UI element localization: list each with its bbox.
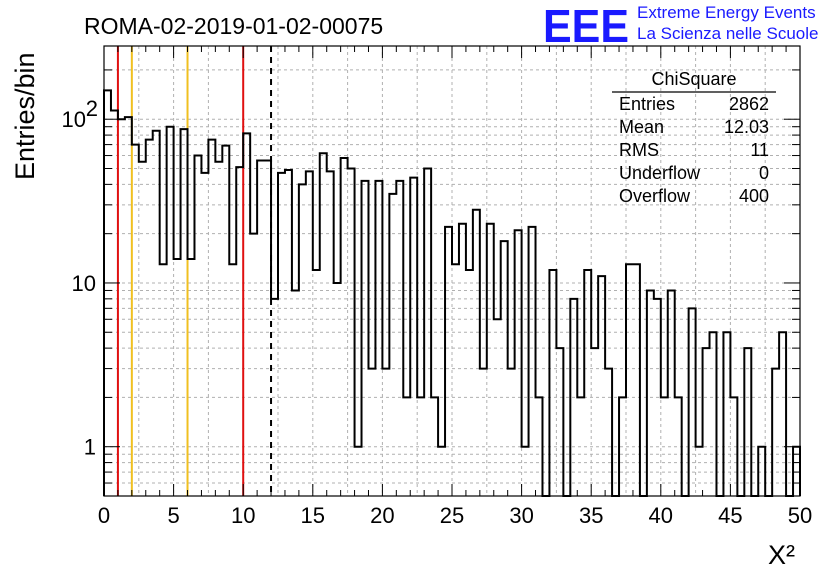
stats-row-value: 0	[759, 163, 769, 183]
y-axis-title: Entries/bin	[10, 52, 40, 180]
logo-line-1: Extreme Energy Events	[637, 3, 816, 22]
stats-row-label: Mean	[619, 117, 664, 137]
x-tick-label: 20	[370, 503, 394, 528]
y-tick-label: 10	[72, 271, 96, 296]
stats-row-value: 400	[739, 186, 769, 206]
logo-line-2: La Scienza nelle Scuole	[637, 24, 818, 43]
stats-row-label: Entries	[619, 94, 675, 114]
stats-row-label: Overflow	[619, 186, 691, 206]
y-tick-label: 10	[62, 107, 86, 132]
x-tick-label: 40	[649, 503, 673, 528]
x-tick-label: 30	[509, 503, 533, 528]
stats-row-value: 12.03	[724, 117, 769, 137]
x-tick-label: 25	[440, 503, 464, 528]
stats-row-value: 11	[750, 140, 769, 160]
x-tick-label: 45	[718, 503, 742, 528]
x-axis-title: Χ²	[768, 540, 795, 570]
x-tick-labels: 0 5 10 15 20 25 30 35 40 45 50	[98, 503, 812, 528]
x-tick-label: 15	[301, 503, 325, 528]
stats-rows: Entries 2862 Mean 12.03 RMS 11 Underflow 0 Overf…	[619, 94, 769, 206]
x-tick-label: 0	[98, 503, 110, 528]
x-tick-label: 10	[231, 503, 255, 528]
stats-row-label: Underflow	[619, 163, 701, 183]
statistics-box: ChiSquare Entries 2862 Mean 12.03 RMS 11 Under…	[612, 69, 776, 206]
y-tick-label-exponent: 2	[86, 96, 98, 121]
run-title: ROMA-02-2019-01-02-00075	[84, 13, 383, 39]
stats-row-label: RMS	[619, 140, 659, 160]
eee-logo: EEE Extreme Energy Events La Scienza nel…	[543, 0, 818, 52]
x-tick-label: 50	[788, 503, 812, 528]
logo-mark: EEE	[543, 0, 629, 52]
stats-title: ChiSquare	[651, 69, 736, 89]
x-tick-label: 5	[167, 503, 179, 528]
axis-ticks	[103, 46, 801, 496]
x-tick-label: 35	[579, 503, 603, 528]
y-tick-label: 1	[84, 435, 96, 460]
stats-row-value: 2862	[729, 94, 769, 114]
reference-lines	[116, 46, 273, 496]
